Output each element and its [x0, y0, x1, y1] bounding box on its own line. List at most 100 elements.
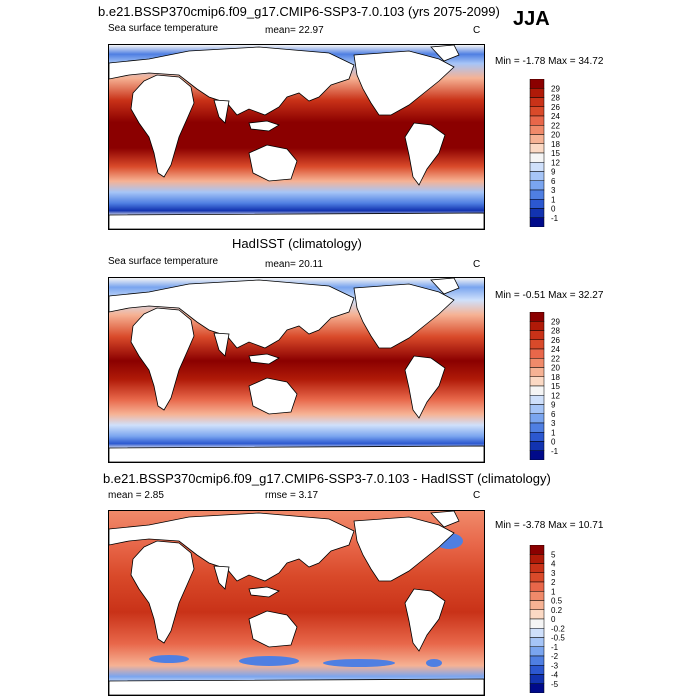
colorbar-tick-label: 12: [551, 391, 560, 400]
colorbar-tick-label: 1: [551, 195, 556, 204]
anomaly-patch: [426, 659, 442, 667]
colorbar-tick-label: 1: [551, 587, 556, 596]
land-mass: [248, 610, 298, 648]
panel-1-title: b.e21.BSSP370cmip6.f09_g17.CMIP6-SSP3-7.…: [98, 4, 500, 19]
land-mass: [130, 540, 195, 644]
colorbar-swatch: [529, 358, 545, 368]
colorbar-tick-label: -1: [551, 643, 559, 652]
panel-2-center-label: mean= 20.11: [265, 259, 323, 270]
colorbar-tick-label: 22: [551, 354, 560, 363]
colorbar-swatch: [529, 413, 545, 424]
colorbar-tick-label: -0.5: [551, 634, 565, 643]
colorbar-tick-label: 15: [551, 149, 560, 158]
panel-3-colorbar: 5 4 3 2 1 0.5 0.2 0 -0.2 -0.5 -1 -2 -3 -4 -5: [529, 544, 599, 694]
land-mass: [430, 45, 460, 62]
land-mass: [404, 588, 446, 652]
land-mass: [430, 511, 460, 528]
colorbar-tick-label: 9: [551, 401, 556, 410]
panel-2-unit: C: [473, 259, 481, 270]
panel-3-center-label: rmse = 3.17: [265, 490, 319, 501]
land-mass: [109, 678, 484, 695]
colorbar-tick-label: 18: [551, 140, 560, 149]
colorbar-swatch: [529, 637, 545, 647]
colorbar-swatch: [529, 321, 545, 331]
colorbar-tick-label: 0: [551, 205, 556, 214]
colorbar-tick-label: 20: [551, 131, 560, 140]
colorbar-swatch: [529, 180, 545, 191]
colorbar-swatch: [529, 311, 545, 322]
land-mass: [404, 122, 446, 186]
colorbar-tick-label: -3: [551, 661, 559, 670]
panel-1-minmax: Min = -1.78 Max = 34.72: [495, 56, 604, 67]
colorbar-swatch: [529, 600, 545, 610]
colorbar-tick-label: 26: [551, 336, 560, 345]
colorbar-swatch: [529, 563, 545, 573]
colorbar-swatch: [529, 367, 545, 377]
colorbar-swatch: [529, 395, 545, 405]
panel-2-map: [108, 277, 485, 463]
panel-3-minmax: Min = -3.78 Max = 10.71: [495, 520, 604, 531]
colorbar-tick-label: 0: [551, 438, 556, 447]
panel-1-left-label: Sea surface temperature: [108, 23, 219, 34]
colorbar-swatch: [529, 591, 545, 601]
colorbar-swatch: [529, 115, 545, 126]
season-label: JJA: [513, 8, 550, 30]
colorbar-tick-label: 3: [551, 419, 556, 428]
land-mass: [353, 516, 455, 582]
colorbar-tick-label: 24: [551, 345, 560, 354]
land-mass: [109, 212, 484, 229]
land-mass: [248, 353, 280, 365]
colorbar-tick-label: 2: [551, 578, 556, 587]
colorbar-tick-label: 26: [551, 103, 560, 112]
colorbar-tick-label: -2: [551, 652, 559, 661]
colorbar-swatch: [529, 78, 545, 89]
colorbar-tick-label: 0.2: [551, 606, 563, 615]
colorbar-tick-label: -1: [551, 214, 559, 223]
colorbar-swatch: [529, 152, 545, 163]
anomaly-patch: [149, 655, 189, 663]
colorbar-swatch: [529, 385, 545, 396]
colorbar-swatch: [529, 450, 545, 461]
land-mass: [213, 99, 230, 124]
panel-3-title: b.e21.BSSP370cmip6.f09_g17.CMIP6-SSP3-7.…: [103, 471, 551, 486]
colorbar-swatch: [529, 581, 545, 592]
panel-1-center-label: mean= 22.97: [265, 25, 324, 36]
colorbar-tick-label: 28: [551, 327, 560, 336]
panel-2-colorbar: 29 28 26 24 22 20 18 15 12 9 6 3 1 0 -1: [529, 311, 599, 461]
colorbar-swatch: [529, 441, 545, 451]
colorbar-tick-label: 6: [551, 410, 556, 419]
colorbar-tick-label: 0: [551, 615, 556, 624]
colorbar-swatch: [529, 339, 545, 350]
colorbar-swatch: [529, 189, 545, 200]
land-mass: [353, 50, 455, 116]
colorbar-tick-label: 1: [551, 428, 556, 437]
colorbar-tick-label: 24: [551, 112, 560, 121]
colorbar-tick-label: 29: [551, 317, 560, 326]
colorbar-swatch: [529, 665, 545, 675]
land-mass: [404, 355, 446, 419]
colorbar-swatch: [529, 217, 545, 228]
land-mass: [430, 278, 460, 295]
land-mass: [130, 307, 195, 411]
land-mass: [109, 46, 355, 116]
panel-1-unit: C: [473, 25, 481, 36]
colorbar-swatch: [529, 376, 545, 387]
colorbar-swatch: [529, 422, 545, 433]
colorbar-swatch: [529, 572, 545, 583]
colorbar-tick-label: 4: [551, 560, 556, 569]
colorbar-swatch: [529, 208, 545, 218]
land-mass: [248, 377, 298, 415]
colorbar-swatch: [529, 97, 545, 107]
colorbar-swatch: [529, 348, 545, 359]
colorbar-swatch: [529, 618, 545, 629]
panel-2-title: HadISST (climatology): [232, 236, 362, 251]
land-mass: [248, 120, 280, 132]
colorbar-swatch: [529, 404, 545, 414]
colorbar-swatch: [529, 106, 545, 117]
land-mass: [109, 279, 355, 349]
colorbar-swatch: [529, 683, 545, 694]
land-mass: [109, 445, 484, 462]
colorbar-swatch: [529, 554, 545, 564]
colorbar-swatch: [529, 432, 545, 442]
colorbar-swatch: [529, 143, 545, 154]
